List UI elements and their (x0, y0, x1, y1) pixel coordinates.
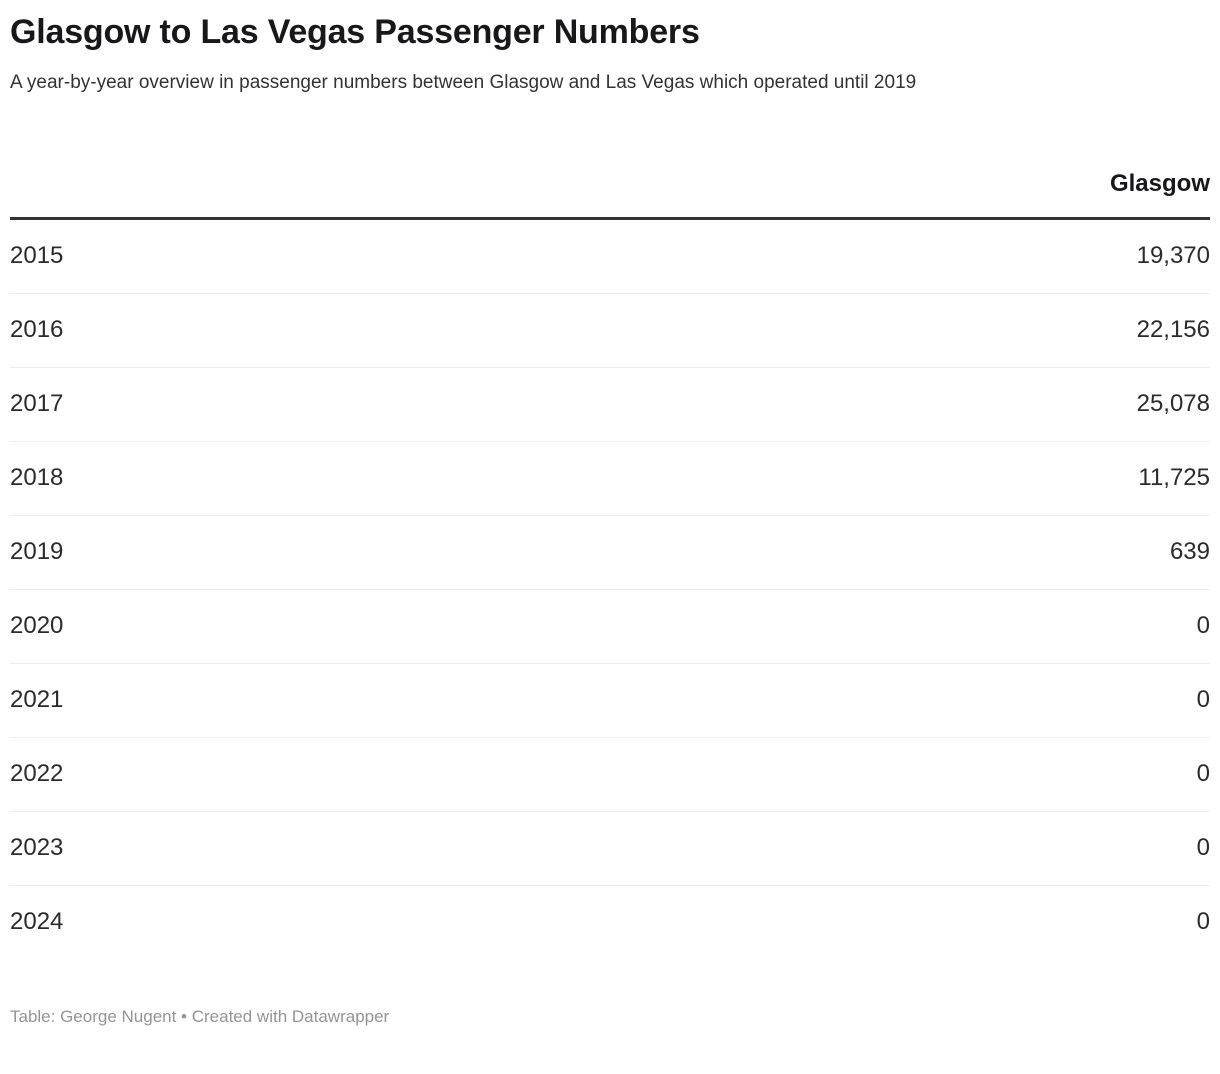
chart-container: Glasgow to Las Vegas Passenger Numbers A… (10, 12, 1210, 1028)
year-cell: 2021 (10, 663, 490, 738)
year-column-header (10, 144, 490, 220)
year-cell: 2022 (10, 737, 490, 812)
table-row: 2024 0 (10, 885, 1210, 959)
table-row: 2016 22,156 (10, 293, 1210, 368)
table-header: Glasgow (10, 144, 1210, 220)
value-cell: 0 (490, 811, 1210, 886)
table-row: 2018 11,725 (10, 441, 1210, 516)
table-row: 2022 0 (10, 737, 1210, 812)
value-cell: 0 (490, 589, 1210, 664)
table-row: 2021 0 (10, 663, 1210, 738)
value-cell: 0 (490, 737, 1210, 812)
year-cell: 2018 (10, 441, 490, 516)
attribution-footer: Table: George Nugent • Created with Data… (10, 1006, 390, 1026)
glasgow-column-header: Glasgow (490, 144, 1210, 220)
year-cell: 2017 (10, 367, 490, 442)
value-cell: 11,725 (490, 441, 1210, 516)
value-cell: 0 (1196, 907, 1210, 935)
year-cell: 2016 (10, 293, 490, 368)
table-body: 2015 19,370 2016 22,156 2017 25,078 2018 11,725… (10, 218, 1210, 959)
value-cell: 19,370 (490, 218, 1210, 294)
year-cell: 2015 (10, 218, 490, 294)
value-cell: 0 (490, 663, 1210, 738)
passenger-table: Glasgow 2015 19,370 2016 22,156 2017 25,078 20… (10, 144, 1210, 959)
year-cell: 2020 (10, 589, 490, 664)
page-subtitle: A year-by-year overview in passenger num… (10, 71, 917, 93)
year-cell: 2023 (10, 811, 490, 886)
year-cell: 2019 (10, 515, 490, 590)
table-row: 2023 0 (10, 811, 1210, 886)
value-cell: 639 (490, 515, 1210, 590)
table-row: 2015 19,370 (10, 218, 1210, 294)
table-row: 2020 0 (10, 589, 1210, 664)
value-cell: 25,078 (490, 367, 1210, 442)
table-row: 2019 639 (10, 515, 1210, 590)
table-header-row: Glasgow (10, 144, 1210, 220)
page-title: Glasgow to Las Vegas Passenger Numbers (10, 13, 700, 51)
value-cell: 22,156 (490, 293, 1210, 368)
table-row: 2017 25,078 (10, 367, 1210, 442)
year-cell: 2024 (10, 907, 64, 935)
